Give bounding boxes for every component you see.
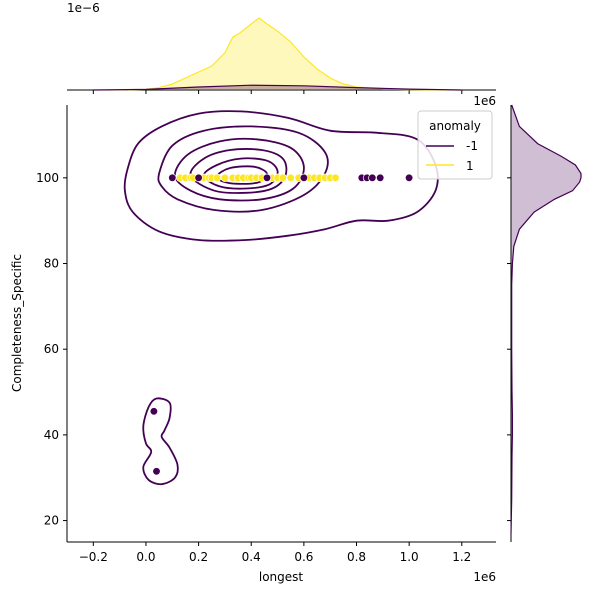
top-marginal-ticks xyxy=(92,90,463,94)
y-tick-label: 80 xyxy=(44,257,59,271)
top-marginal-curve-neg1 xyxy=(93,84,462,91)
x-tick-label: 0.4 xyxy=(242,550,261,564)
kde-contour-4 xyxy=(203,157,279,190)
scatter-point-neg1-1 xyxy=(194,173,203,182)
scatter-point-neg1-6 xyxy=(368,173,377,182)
top-marginal-fill-neg1 xyxy=(93,85,462,90)
kde-contour-6 xyxy=(142,397,179,486)
scatter-point-pos1-7 xyxy=(212,173,222,182)
scatter-point-neg1-9 xyxy=(149,407,159,416)
scatter-point-neg1-3 xyxy=(299,173,309,182)
kde-contour-1 xyxy=(157,125,329,213)
kde-contour-0 xyxy=(123,110,439,242)
y-tick-label: 60 xyxy=(44,342,59,356)
kde-contour-2 xyxy=(174,137,305,202)
x-offset-label: 1e6 xyxy=(473,570,496,584)
right-marginal-curve xyxy=(510,104,582,534)
scatter-point-pos1-18 xyxy=(278,173,287,182)
y-axis-title: Completeness_Specific xyxy=(10,254,24,392)
y-offset-label: 1e6 xyxy=(473,94,496,108)
x-tick-label: −0.2 xyxy=(79,550,108,564)
legend-label-neg1: -1 xyxy=(466,139,478,153)
kde-contours xyxy=(123,110,439,486)
y-tick-label: 100 xyxy=(36,171,59,185)
scatter-points xyxy=(149,173,414,476)
legend-title: anomaly xyxy=(429,119,481,133)
y-tick-label: 40 xyxy=(44,428,59,442)
x-axis-title: longest xyxy=(259,570,304,584)
right-marginal-ticks xyxy=(507,177,511,522)
scatter-point-neg1-7 xyxy=(376,173,385,182)
scatter-point-neg1-8 xyxy=(404,173,414,182)
x-tick-label: 1.0 xyxy=(400,550,419,564)
x-tick-label: 1.2 xyxy=(452,550,471,564)
top-marginal-offset-label: 1e−6 xyxy=(67,1,100,15)
legend-label-pos1: 1 xyxy=(466,159,474,173)
right-marginal-fill xyxy=(511,105,581,534)
x-tick-label: 0.6 xyxy=(294,550,313,564)
scatter-point-pos1-19 xyxy=(286,173,295,182)
top-marginal-curves xyxy=(93,17,462,91)
right-marginal-curves xyxy=(510,104,582,534)
x-ticks: −0.2 0.0 0.2 0.4 0.6 0.8 1.0 1.2 xyxy=(79,542,471,564)
scatter-point-neg1-10 xyxy=(152,467,161,476)
x-tick-label: 0.2 xyxy=(189,550,208,564)
legend-frame xyxy=(417,110,493,180)
top-marginal xyxy=(67,17,496,94)
right-marginal xyxy=(507,104,582,542)
y-tick-label: 20 xyxy=(44,514,59,528)
scatter-point-pos1-26 xyxy=(331,173,340,182)
scatter-point-pos1-8 xyxy=(220,173,230,182)
x-tick-label: 0.0 xyxy=(136,550,155,564)
legend: anomaly -1 1 xyxy=(417,110,493,180)
scatter-point-neg1-2 xyxy=(262,173,272,182)
y-ticks: 20 40 60 80 100 xyxy=(36,171,67,528)
x-tick-label: 0.8 xyxy=(347,550,366,564)
scatter-point-neg1-0 xyxy=(168,173,177,182)
kde-contour-3 xyxy=(189,148,288,194)
top-marginal-fill-pos1 xyxy=(106,18,462,90)
